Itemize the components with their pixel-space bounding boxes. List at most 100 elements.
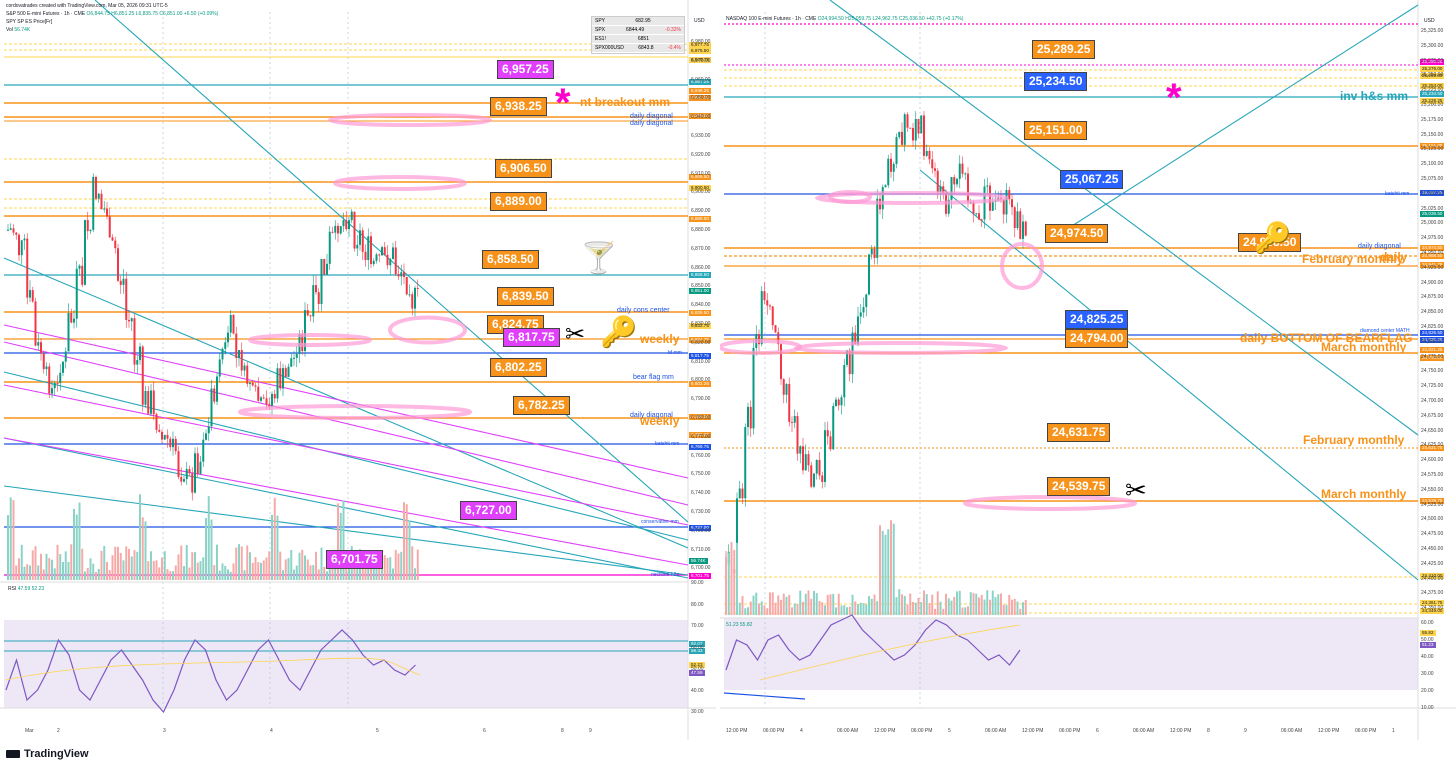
volume-bar: [986, 590, 989, 615]
volume-bar: [994, 597, 997, 615]
price-axis-badge: 24,631.75: [1420, 445, 1445, 451]
price-tag[interactable]: 24,794.00: [1065, 329, 1129, 348]
price-tag[interactable]: 24,974.50: [1045, 224, 1109, 243]
candle-body: [782, 379, 785, 395]
volume-bar: [928, 603, 931, 615]
es-chart-panel[interactable]: cordovatrades created with TradingView.c…: [0, 0, 716, 740]
trendline: [3, 384, 689, 526]
volume-bar: [86, 567, 89, 580]
volume-bar: [939, 601, 942, 615]
compare-row[interactable]: SPX000USD 6843.8 -0.4%: [592, 44, 684, 53]
price-tag[interactable]: 6,839.50: [497, 287, 554, 306]
price-tag[interactable]: 6,938.25: [490, 97, 547, 116]
asterisk-marker-icon-nq: *: [1166, 76, 1182, 120]
volume-bar: [862, 603, 865, 615]
compare-row[interactable]: SPY 682.95: [592, 17, 684, 26]
volume-label: Vol: [6, 27, 13, 33]
candle-body: [29, 290, 31, 298]
time-axis-tick: 12:00 PM: [1318, 728, 1340, 734]
nq-chart-panel[interactable]: NASDAQ 100 E-mini Futures · 1h · CME O24…: [720, 0, 1456, 740]
price-axis-badge: 6,839.50: [689, 310, 711, 316]
candle-body: [42, 353, 45, 370]
price-axis-tick: 6,780.00: [691, 415, 711, 421]
volume-bar: [758, 603, 760, 615]
candle-body: [392, 247, 394, 259]
candle-body: [383, 247, 386, 255]
volume-bar: [1000, 593, 1002, 615]
es-chart-canvas[interactable]: [0, 0, 716, 740]
price-axis-badge: 6,941.25: [689, 95, 711, 101]
price-tag[interactable]: 25,289.25: [1032, 40, 1096, 59]
nq-chart-canvas[interactable]: [720, 0, 1456, 740]
candle-body: [48, 366, 51, 394]
volume-bar: [903, 595, 906, 615]
candle-body: [301, 334, 304, 352]
volume-bar: [870, 598, 873, 615]
compare-row[interactable]: SPX 6844.49 -0.32%: [592, 26, 684, 35]
volume-bar: [221, 563, 224, 580]
price-tag[interactable]: 6,889.00: [490, 192, 547, 211]
price-tag[interactable]: 6,858.50: [482, 250, 539, 269]
price-axis-tick: 24,375.00: [1421, 590, 1444, 597]
note-daily: daily: [1380, 250, 1408, 264]
price-axis-badge: 6,784.25: [689, 414, 711, 420]
candle-body: [92, 176, 95, 230]
price-axis-tick: 24,700.00: [1421, 398, 1444, 404]
compare-symbol: SPX000USD: [595, 45, 624, 51]
price-tag[interactable]: 24,539.75: [1047, 477, 1111, 496]
rsi-ma-line: [759, 624, 1021, 681]
price-axis-badge: 25,254.00: [1420, 83, 1445, 89]
volume-bar: [59, 554, 62, 580]
price-tag[interactable]: 6,727.00: [460, 501, 517, 520]
tradingview-footer[interactable]: TradingView: [6, 748, 89, 760]
trendline: [3, 437, 689, 566]
candle-body: [221, 348, 224, 360]
price-axis-badge: 25,036.50: [1420, 211, 1445, 217]
volume-bar: [45, 553, 48, 580]
indicator-legend[interactable]: SPY SP ES Price[Fr]: [6, 19, 53, 25]
note-batshit-mm: batshit mm: [655, 441, 680, 447]
price-tag[interactable]: 6,817.75: [503, 328, 560, 347]
price-tag[interactable]: 6,802.25: [490, 358, 547, 377]
volume-legend[interactable]: Vol 56.74K: [6, 27, 30, 33]
volume-value: 56.74K: [14, 27, 31, 33]
highlight-annotation: [720, 339, 802, 355]
compare-row[interactable]: ES1! 6851: [592, 35, 684, 44]
price-tag[interactable]: 25,234.50: [1024, 72, 1088, 91]
price-tag[interactable]: 24,631.75: [1047, 423, 1111, 442]
symbol-header-nq[interactable]: NASDAQ 100 E-mini Futures · 1h · CME O24…: [726, 16, 963, 22]
volume-bar: [268, 551, 271, 580]
price-tag[interactable]: 6,906.50: [495, 159, 552, 178]
rsi-axis-tick: 50.00: [1421, 637, 1434, 643]
price-tag[interactable]: 24,958.50: [1238, 233, 1302, 252]
candle-body: [416, 287, 419, 289]
symbol-header[interactable]: S&P 500 E-mini Futures · 1h · CME O6,844…: [6, 11, 218, 17]
price-axis-tick: 24,725.00: [1421, 383, 1444, 390]
price-axis-tick: 24,425.00: [1421, 560, 1444, 567]
candle-body: [859, 312, 862, 317]
candle-body: [246, 365, 249, 384]
candle-body: [180, 476, 183, 482]
time-axis-tick: 12:00 PM: [1022, 728, 1044, 734]
price-axis-tick: 24,500.00: [1421, 516, 1444, 523]
rsi-legend[interactable]: RSI 47.59 52.23: [8, 586, 44, 592]
volume-bar: [414, 568, 416, 580]
trendline: [3, 437, 689, 579]
price-tag[interactable]: 25,067.25: [1060, 170, 1124, 189]
price-axis-badge: 25,269.00: [1420, 73, 1445, 79]
volume-bar: [807, 590, 810, 615]
price-axis-badge: 6,889.00: [689, 216, 711, 222]
candle-body: [262, 397, 265, 399]
candle-body: [177, 451, 180, 477]
candle-body: [293, 357, 295, 359]
price-tag[interactable]: 6,782.25: [513, 396, 570, 415]
price-tag[interactable]: 6,701.75: [326, 550, 383, 569]
rsi-legend-nq[interactable]: 51.23 55.82: [726, 622, 752, 628]
price-tag[interactable]: 6,957.25: [497, 60, 554, 79]
price-tag[interactable]: 24,825.25: [1065, 310, 1129, 329]
compare-symbols-table[interactable]: SPY 682.95 SPX 6844.49 -0.32% ES1! 6851 SPX000U…: [591, 16, 685, 54]
volume-bar: [763, 605, 766, 615]
price-axis-tick: 6,860.00: [691, 264, 711, 271]
price-tag[interactable]: 25,151.00: [1024, 121, 1088, 140]
panel-divider[interactable]: [716, 0, 720, 740]
